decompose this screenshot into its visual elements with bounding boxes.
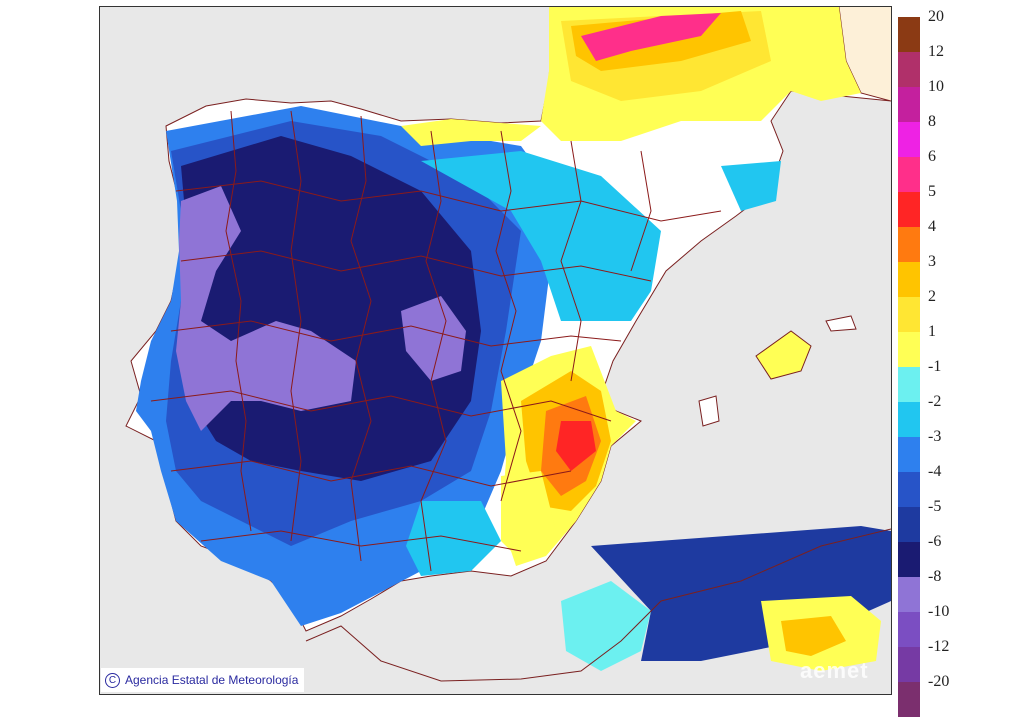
anomaly-fields xyxy=(136,7,891,671)
legend-positive-swatch-8 xyxy=(898,297,920,332)
legend-negative-swatch-2 xyxy=(898,437,920,472)
credit-text: Agencia Estatal de Meteorología xyxy=(125,673,299,687)
credit-label: C Agencia Estatal de Meteorología xyxy=(101,668,305,692)
anomaly-map xyxy=(99,6,892,695)
legend-negative-label-8: -12 xyxy=(928,638,950,655)
aemet-watermark: aemet xyxy=(800,658,869,683)
legend-positive-label-0: 20 xyxy=(928,8,944,25)
color-legend: 20 12 10 8 6 5 4 3 2 1 -1 -2 -3 -4 -5 -6 -8 -10 -12 -20 xyxy=(898,9,1024,717)
legend-negative-label-9: -20 xyxy=(928,673,950,690)
legend-negative-label-6: -8 xyxy=(928,568,942,585)
legend-positive-swatch-2 xyxy=(898,87,920,122)
legend-negative-swatch-9 xyxy=(898,682,920,717)
legend-negative-swatch-3 xyxy=(898,472,920,507)
legend-positive-swatch-6 xyxy=(898,227,920,262)
legend-negative-label-7: -10 xyxy=(928,603,950,620)
balearic-islands xyxy=(698,315,857,427)
legend-positive-label-4: 6 xyxy=(928,148,936,165)
legend-negative-label-1: -2 xyxy=(928,393,942,410)
legend-positive-label-1: 12 xyxy=(928,43,944,60)
legend-negative-label-5: -6 xyxy=(928,533,942,550)
map-svg xyxy=(100,7,891,694)
legend-negative-label-4: -5 xyxy=(928,498,942,515)
legend-positive-swatch-4 xyxy=(898,157,920,192)
legend-negative-swatch-5 xyxy=(898,542,920,577)
legend-positive-swatch-3 xyxy=(898,122,920,157)
legend-negative-swatch-8 xyxy=(898,647,920,682)
legend-positive-swatch-1 xyxy=(898,52,920,87)
legend-positive-label-7: 3 xyxy=(928,253,936,270)
legend-positive-label-2: 10 xyxy=(928,78,944,95)
legend-positive-swatch-9 xyxy=(898,332,920,367)
legend-positive-label-3: 8 xyxy=(928,113,936,130)
legend-positive-label-5: 5 xyxy=(928,183,936,200)
legend-positive-label-9: 1 xyxy=(928,323,936,340)
legend-negative-label-2: -3 xyxy=(928,428,942,445)
north-africa-land xyxy=(305,528,891,682)
legend-negative-swatch-4 xyxy=(898,507,920,542)
legend-negative-swatch-0 xyxy=(898,367,920,402)
legend-negative-label-0: -1 xyxy=(928,358,942,375)
legend-negative-label-3: -4 xyxy=(928,463,942,480)
legend-positive-swatch-7 xyxy=(898,262,920,297)
legend-negative-swatch-7 xyxy=(898,612,920,647)
legend-positive-label-6: 4 xyxy=(928,218,936,235)
legend-negative-swatch-6 xyxy=(898,577,920,612)
legend-positive-label-8: 2 xyxy=(928,288,936,305)
legend-positive-swatch-0 xyxy=(898,17,920,52)
legend-negative-swatch-1 xyxy=(898,402,920,437)
legend-positive-swatch-5 xyxy=(898,192,920,227)
france-land xyxy=(839,7,891,101)
copyright-icon: C xyxy=(105,672,120,688)
province-borders xyxy=(150,110,722,572)
